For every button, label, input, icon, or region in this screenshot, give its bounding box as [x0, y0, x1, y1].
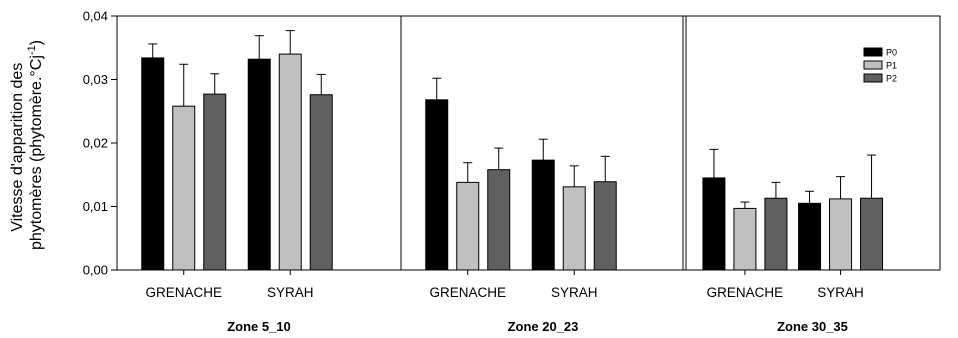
bar: [531, 159, 555, 271]
y-axis-label: Vitesse d'apparition des phytomères (phy…: [9, 40, 45, 250]
bar: [733, 207, 757, 271]
bar: [172, 105, 196, 271]
category-label: GRENACHE: [145, 285, 222, 300]
bar: [456, 181, 480, 271]
legend-swatch: [863, 73, 883, 83]
zone-label: Zone 20_23: [508, 319, 579, 334]
bar: [798, 202, 822, 271]
bar: [278, 53, 302, 271]
bar: [562, 186, 586, 271]
category-label: SYRAH: [267, 285, 314, 300]
bar: [764, 197, 788, 271]
bar: [487, 169, 511, 271]
y-axis-label-line-2: phytomères (phytomère.°Cj-1): [26, 40, 45, 250]
bar: [141, 57, 165, 271]
bar: [860, 197, 884, 271]
y-axis-label-line-1: Vitesse d'apparition des: [9, 63, 26, 232]
y-tick-label: 0,00: [83, 263, 108, 278]
zone-label: Zone 30_35: [777, 319, 848, 334]
bar: [309, 94, 333, 271]
bar: [425, 99, 449, 271]
y-tick-label: 0,04: [83, 9, 108, 24]
y-tick-label: 0,01: [83, 199, 108, 214]
category-label: SYRAH: [817, 285, 864, 300]
legend-swatch: [863, 47, 883, 57]
y-axis-label-superscript: -1: [26, 45, 38, 55]
legend-label: P2: [886, 74, 897, 84]
legend-label: P1: [886, 61, 897, 71]
bar: [247, 58, 271, 271]
zone-label: Zone 5_10: [227, 319, 291, 334]
bar: [702, 177, 726, 271]
bar: [829, 198, 853, 271]
legend-swatch: [863, 60, 883, 70]
plot-area: 0,00 0,01 0,02 0,03 0,04 GRENACHE SYRAH Zone 5_…: [83, 9, 941, 334]
legend-label: P0: [886, 48, 897, 58]
bar: [203, 93, 227, 271]
y-tick-label: 0,03: [83, 72, 108, 87]
bar: [593, 181, 617, 271]
category-label: SYRAH: [551, 285, 598, 300]
category-label: GRENACHE: [707, 285, 784, 300]
y-tick-label: 0,02: [83, 136, 108, 151]
category-label: GRENACHE: [429, 285, 506, 300]
y-axis-label-close: ): [28, 40, 45, 45]
